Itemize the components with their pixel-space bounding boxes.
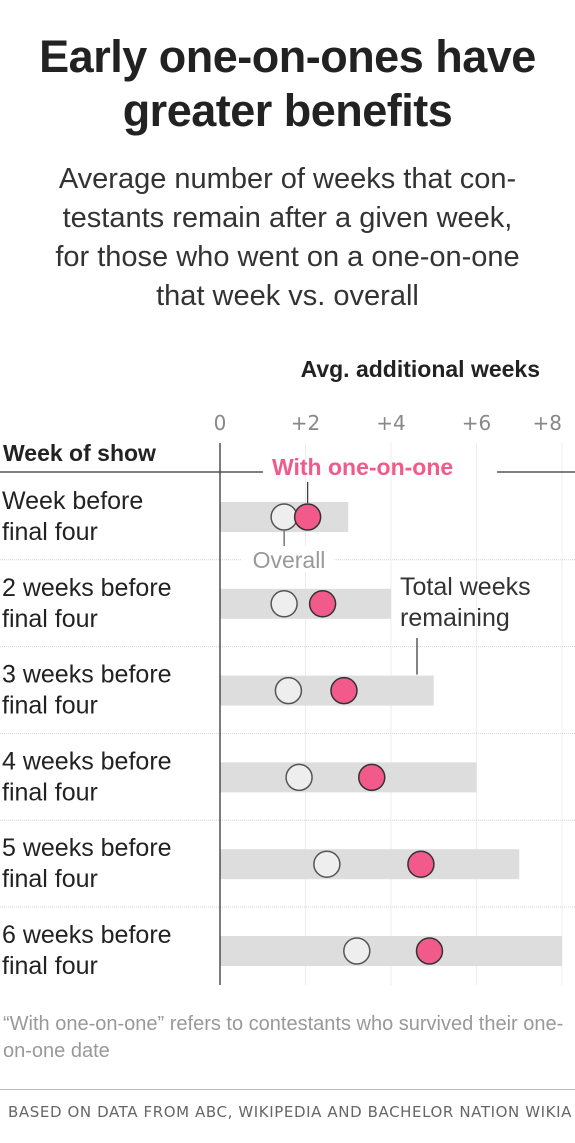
total-weeks-bar — [220, 675, 434, 706]
overall-point — [313, 850, 341, 878]
overall-point — [343, 937, 371, 965]
title-line-1: Early one-on-ones have — [39, 31, 536, 82]
one-on-one-point — [330, 676, 358, 705]
x-tick-label: +2 — [291, 411, 320, 435]
overall-point — [270, 590, 298, 618]
overall-point — [274, 676, 303, 705]
subtitle-line-1: Average number of weeks that con- — [58, 163, 517, 195]
x-tick-label: +4 — [376, 411, 405, 435]
x-tick-label: +8 — [533, 411, 562, 435]
total-weeks-bar — [220, 849, 520, 880]
total-weeks-bar — [220, 588, 391, 619]
title-line-2: greater benefits — [122, 85, 453, 136]
row-label-line-1: 3 weeks before — [2, 661, 172, 689]
row-label-line-1: 4 weeks before — [2, 747, 172, 775]
one-on-one-point — [358, 763, 386, 792]
x-axis-label: Avg. additional weeks — [301, 356, 540, 382]
row-label-line-2: final four — [2, 605, 98, 633]
chart-title: Early one-on-ones have greater benefits — [0, 30, 575, 138]
one-on-one-point — [308, 590, 337, 618]
subtitle-line-4: that week vs. overall — [156, 280, 419, 312]
footnote: “With one-on-one” refers to contestants … — [3, 1013, 564, 1062]
x-tick-label: 0 — [214, 411, 227, 435]
row-label-line-2: final four — [2, 952, 98, 980]
dot-chart: Avg. additional weeks 0 +2 +4 +6 +8 Week of sh… — [0, 356, 575, 985]
total-weeks-annotation-line-2: remaining — [400, 604, 510, 632]
row-label-line-1: 6 weeks before — [2, 921, 172, 949]
y-axis-label: Week of show — [3, 440, 156, 466]
overall-label-background — [242, 546, 334, 572]
row-label-line-1: 5 weeks before — [2, 834, 172, 862]
subtitle-line-3: for those who went on a one-on-one — [55, 241, 520, 273]
row-label-line-2: final four — [2, 778, 98, 806]
one-on-one-point — [415, 937, 444, 965]
overall-point — [270, 503, 298, 531]
with-one-on-one-annotation: With one-on-one — [272, 454, 453, 480]
one-on-one-point — [293, 503, 322, 531]
footer-divider — [0, 1089, 575, 1090]
x-tick-label: +6 — [462, 411, 491, 435]
row-label-line-2: final four — [2, 518, 98, 546]
subtitle-line-2: testants remain after a given week, — [62, 202, 513, 234]
chart-subtitle: Average number of weeks that con- testan… — [0, 160, 575, 316]
source-credit: BASED ON DATA FROM ABC, WIKIPEDIA AND BA… — [8, 1103, 572, 1121]
total-weeks-annotation-line-1: Total weeks — [400, 573, 531, 601]
row-label-line-1: 2 weeks before — [2, 574, 172, 602]
total-weeks-bar — [220, 762, 477, 793]
row-label-line-2: final four — [2, 692, 98, 720]
total-weeks-bar — [220, 936, 562, 966]
row-label-line-2: final four — [2, 865, 98, 893]
one-on-one-point — [407, 850, 435, 878]
overall-point — [285, 763, 313, 792]
overall-annotation: Overall — [253, 547, 326, 573]
row-label-line-1: Week before — [2, 487, 143, 515]
